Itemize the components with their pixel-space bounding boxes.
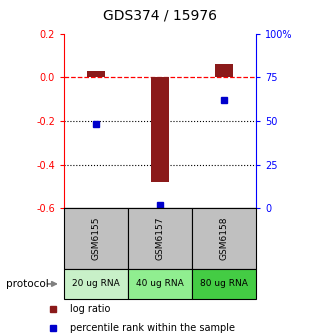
Bar	[192, 208, 256, 269]
Text: GSM6155: GSM6155	[92, 217, 100, 260]
Text: GSM6158: GSM6158	[220, 217, 228, 260]
Text: 80 ug RNA: 80 ug RNA	[200, 280, 248, 288]
Text: GDS374 / 15976: GDS374 / 15976	[103, 8, 217, 23]
Text: percentile rank within the sample: percentile rank within the sample	[70, 323, 235, 333]
Bar	[151, 77, 169, 182]
Text: 20 ug RNA: 20 ug RNA	[72, 280, 120, 288]
Text: GSM6157: GSM6157	[156, 217, 164, 260]
Text: protocol: protocol	[6, 279, 49, 289]
Bar	[64, 208, 128, 269]
Bar	[128, 269, 192, 299]
Bar	[64, 269, 128, 299]
Text: log ratio: log ratio	[70, 304, 110, 314]
Bar	[215, 64, 233, 77]
Text: 40 ug RNA: 40 ug RNA	[136, 280, 184, 288]
Bar	[192, 269, 256, 299]
Bar	[87, 71, 105, 77]
Bar	[128, 208, 192, 269]
